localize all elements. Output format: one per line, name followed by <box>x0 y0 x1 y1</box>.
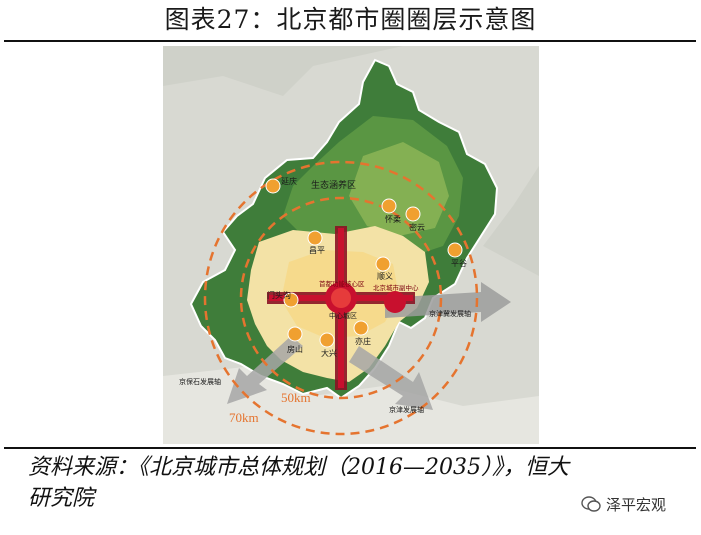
wechat-icon <box>581 496 601 512</box>
core-zone-label: 首都功能核心区 <box>319 279 365 288</box>
town-label: 平谷 <box>451 259 467 268</box>
town-pinggu <box>447 242 463 258</box>
town-yanqing <box>265 178 281 194</box>
east-axis-label: 京津冀发展轴 <box>429 309 471 318</box>
east-axis-arrow <box>385 282 511 322</box>
town-mentougou <box>283 292 299 308</box>
town-label: 门头沟 <box>267 290 291 300</box>
ring-70km <box>203 160 479 436</box>
top-rule <box>4 40 696 42</box>
south-axis-arrow <box>349 346 433 410</box>
subcenter-marker <box>384 291 406 313</box>
forest-highlight <box>349 142 449 236</box>
town-fangshan <box>287 326 303 342</box>
ring-50km <box>239 196 443 400</box>
map-panel: 延庆 怀柔 密云 平谷 顺义 昌平 门头沟 房山 大兴 亦庄 生态涵养区 首都功… <box>163 46 539 444</box>
town-yizhuang <box>353 320 369 336</box>
town-markers <box>265 178 463 348</box>
town-label: 房山 <box>287 344 303 354</box>
southwest-axis-arrow <box>227 336 303 404</box>
watermark-text: 泽平宏观 <box>606 495 667 514</box>
ecological-zone-label: 生态涵养区 <box>311 179 356 191</box>
ring-label-70km: 70km <box>229 410 259 425</box>
bottom-rule <box>4 447 696 449</box>
town-label: 密云 <box>409 222 425 232</box>
town-daxing <box>319 332 335 348</box>
town-label: 大兴 <box>321 348 337 358</box>
source-line-1: 资料来源：《北京城市总体规划（2016—2035）》，恒大 <box>28 455 569 480</box>
figure-title: 图表27：北京都市圈圈层示意图 <box>164 5 537 34</box>
town-label: 延庆 <box>281 176 297 186</box>
town-label: 怀柔 <box>385 214 401 224</box>
southwest-axis-label: 京保石发展轴 <box>179 377 221 386</box>
beijing-map: 延庆 怀柔 密云 平谷 顺义 昌平 门头沟 房山 大兴 亦庄 生态涵养区 首都功… <box>163 46 539 444</box>
town-label: 亦庄 <box>355 336 371 346</box>
subcenter-label: 北京城市副中心 <box>373 283 419 292</box>
town-miyun <box>405 206 421 222</box>
south-axis-label: 京津发展轴 <box>389 405 424 414</box>
watermark: 泽平宏观 <box>580 490 666 518</box>
source-note: 资料来源：《北京城市总体规划（2016—2035）》，恒大 研究院 <box>28 452 688 514</box>
central-city-label: 中心城区 <box>329 311 357 320</box>
town-label: 昌平 <box>309 246 325 255</box>
town-changping <box>307 230 323 246</box>
town-label: 顺义 <box>377 272 393 281</box>
ring-label-50km: 50km <box>281 390 311 405</box>
town-shunyi <box>375 256 391 272</box>
town-huairou <box>381 198 397 214</box>
core-zone-inner <box>331 288 351 308</box>
source-line-2: 研究院 <box>28 486 95 511</box>
